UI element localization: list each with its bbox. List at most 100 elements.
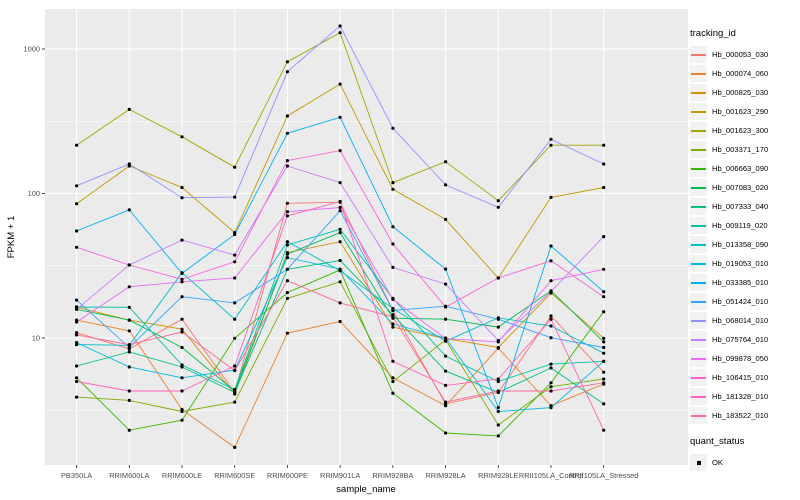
data-point-Hb_019053_010: [75, 341, 79, 345]
data-point-Hb_051424_010: [391, 308, 395, 313]
legend-item-Hb_068014_010: Hb_068014_010: [690, 311, 798, 330]
legend-item-label: Hb_033385_010: [712, 278, 769, 287]
data-point-Hb_181328_010: [391, 359, 395, 363]
legend-line-icon: [691, 148, 706, 151]
data-point-Hb_000074_060: [444, 404, 448, 408]
legend-line-icon: [691, 376, 706, 379]
data-point-Hb_106415_010: [127, 263, 131, 267]
data-point-Hb_106415_010: [233, 260, 237, 264]
data-point-Hb_001623_290: [444, 217, 448, 221]
data-point-Hb_007083_020: [127, 318, 131, 322]
legend-key-swatch: [690, 293, 707, 310]
data-point-Hb_051424_010: [233, 301, 237, 305]
data-point-Hb_000074_060: [391, 376, 395, 380]
data-point-Hb_000053_030: [180, 317, 184, 321]
legend-line-icon: [691, 281, 706, 284]
data-point-Hb_001623_300: [180, 135, 184, 139]
data-point-Hb_099878_050: [233, 276, 237, 280]
data-point-Hb_019053_010: [391, 322, 395, 326]
legend-key-swatch: [690, 312, 707, 329]
data-point-Hb_068014_010: [602, 162, 606, 166]
data-point-Hb_106415_010: [285, 159, 289, 163]
legend-item-Hb_001623_300: Hb_001623_300: [690, 121, 798, 140]
x-tick-label: RRIM600PE: [267, 471, 308, 480]
data-point-Hb_033385_010: [75, 229, 79, 233]
data-point-Hb_006663_090: [75, 376, 79, 380]
legend-key-swatch: [690, 350, 707, 367]
data-point-Hb_099878_050: [391, 297, 395, 301]
legend-key-swatch: [690, 122, 707, 139]
legend-item-label: Hb_075764_010: [712, 335, 769, 344]
data-point-Hb_181328_010: [444, 383, 448, 387]
data-point-Hb_183522_010: [180, 330, 184, 334]
data-point-Hb_000074_060: [127, 329, 131, 333]
legend-item-Hb_006663_090: Hb_006663_090: [690, 159, 798, 178]
data-point-Hb_013358_090: [549, 324, 553, 328]
data-point-Hb_183522_010: [496, 389, 500, 393]
data-point-Hb_000053_030: [285, 201, 289, 205]
data-point-Hb_003371_170: [75, 395, 79, 399]
data-point-Hb_009119_020: [75, 305, 79, 309]
legend-item-label: Hb_181328_010: [712, 392, 769, 401]
quant-status-legend: quant_status OK: [690, 436, 798, 472]
legend-item-Hb_001623_290: Hb_001623_290: [690, 102, 798, 121]
data-point-Hb_033385_010: [391, 225, 395, 229]
data-point-Hb_009119_020: [285, 243, 289, 247]
data-point-Hb_000825_030: [391, 325, 395, 329]
legend-key-swatch: [690, 103, 707, 120]
data-point-Hb_106415_010: [444, 305, 448, 309]
legend-line-icon: [691, 205, 706, 208]
data-point-Hb_106415_010: [180, 277, 184, 281]
data-point-Hb_013358_090: [444, 339, 448, 343]
data-point-Hb_006663_090: [444, 431, 448, 435]
data-point-Hb_000825_030: [602, 336, 606, 340]
legend-line-icon: [691, 186, 706, 189]
quant-status-legend-title: quant_status: [690, 436, 745, 447]
legend-item-label: Hb_068014_010: [712, 316, 769, 325]
data-point-Hb_007333_040: [549, 366, 553, 370]
legend-item-label: OK: [712, 458, 723, 467]
legend-line-icon: [691, 357, 706, 360]
data-point-Hb_075764_010: [444, 282, 448, 286]
data-point-Hb_019053_010: [602, 359, 606, 363]
data-point-Hb_006663_090: [496, 434, 500, 438]
x-tick-label: RRIM928LA: [425, 471, 465, 480]
data-point-Hb_099878_050: [602, 267, 606, 271]
data-point-Hb_001623_290: [338, 82, 342, 86]
data-point-Hb_068014_010: [75, 184, 79, 188]
data-point-Hb_099878_050: [444, 337, 448, 341]
data-point-Hb_000053_030: [549, 314, 553, 318]
data-point-Hb_181328_010: [127, 389, 131, 393]
legend-item-label: Hb_019053_010: [712, 259, 769, 268]
data-point-Hb_068014_010: [338, 24, 342, 28]
data-point-Hb_068014_010: [233, 195, 237, 199]
legend-key-swatch: [690, 255, 707, 272]
data-point-Hb_006663_090: [549, 381, 553, 385]
data-point-Hb_033385_010: [602, 290, 606, 294]
data-point-Hb_019053_010: [549, 406, 553, 410]
data-point-Hb_001623_300: [285, 60, 289, 64]
data-point-Hb_068014_010: [285, 70, 289, 74]
legend-item-label: Hb_001623_300: [712, 126, 769, 135]
data-point-Hb_000053_030: [602, 370, 606, 374]
data-point-Hb_099878_050: [549, 279, 553, 283]
legend-line-icon: [691, 262, 706, 265]
data-point-Hb_051424_010: [549, 336, 553, 340]
data-point-Hb_013358_090: [233, 317, 237, 321]
legend-key-swatch: [690, 331, 707, 348]
quant-status-key: [690, 454, 707, 471]
data-point-Hb_033385_010: [496, 406, 500, 410]
data-point-Hb_183522_010: [602, 381, 606, 385]
x-axis-title: sample_name: [336, 484, 396, 495]
data-point-Hb_051424_010: [338, 209, 342, 213]
legend-line-icon: [691, 91, 706, 94]
data-point-Hb_007333_040: [127, 350, 131, 354]
x-tick-label: RRIM928BA: [372, 471, 413, 480]
data-point-Hb_183522_010: [338, 301, 342, 305]
legend-line-icon: [691, 319, 706, 322]
data-point-Hb_019053_010: [285, 256, 289, 260]
data-point-Hb_051424_010: [496, 317, 500, 321]
data-point-Hb_075764_010: [233, 253, 237, 257]
legend-key-swatch: [690, 84, 707, 101]
data-point-Hb_075764_010: [602, 235, 606, 239]
